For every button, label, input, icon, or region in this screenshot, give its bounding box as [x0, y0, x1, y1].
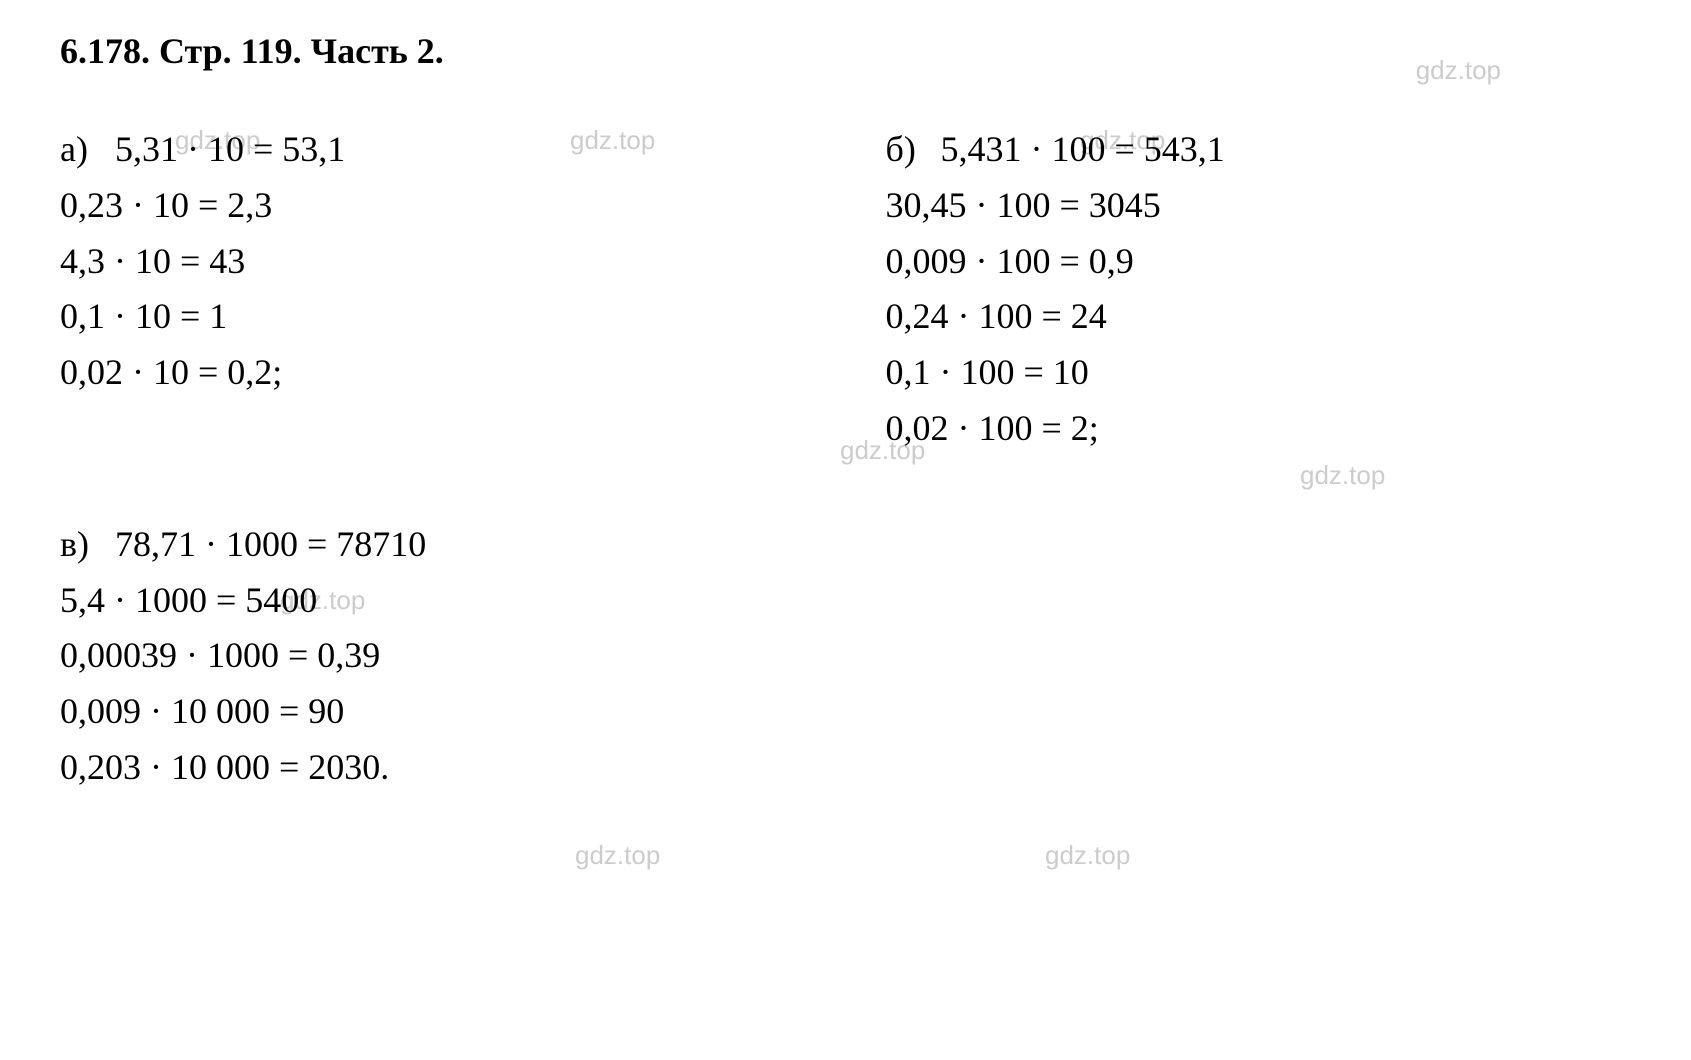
- equation-line: б)5,431 · 100 = 543,1: [886, 122, 1632, 178]
- equation-line: 0,23 · 10 = 2,3: [60, 178, 806, 234]
- column-b: б)5,431 · 100 = 543,1 30,45 · 100 = 3045…: [886, 122, 1632, 457]
- equation-text: 0,24 · 100 = 24: [886, 296, 1107, 336]
- equation-line: 0,24 · 100 = 24: [886, 289, 1632, 345]
- header-row: 6.178. Стр. 119. Часть 2.: [60, 30, 1631, 72]
- equation-line: 0,02 · 10 = 0,2;: [60, 345, 806, 401]
- equation-line: 0,203 · 10 000 = 2030.: [60, 740, 1631, 796]
- equation-line: 30,45 · 100 = 3045: [886, 178, 1632, 234]
- columns-ab: а)5,31 · 10 = 53,1 0,23 · 10 = 2,3 4,3 ·…: [60, 122, 1631, 457]
- equation-line: 5,4 · 1000 = 5400: [60, 573, 1631, 629]
- watermark-icon: gdz.top: [575, 840, 660, 871]
- equation-text: 5,4 · 1000 = 5400: [60, 580, 317, 620]
- equation-line: 0,02 · 100 = 2;: [886, 401, 1632, 457]
- equation-line: а)5,31 · 10 = 53,1: [60, 122, 806, 178]
- page-title: 6.178. Стр. 119. Часть 2.: [60, 30, 444, 72]
- watermark-icon: gdz.top: [1045, 840, 1130, 871]
- equation-text: 78,71 · 1000 = 78710: [115, 524, 426, 564]
- column-c: в)78,71 · 1000 = 78710 5,4 · 1000 = 5400…: [60, 517, 1631, 796]
- equation-text: 5,431 · 100 = 543,1: [941, 129, 1225, 169]
- column-a: а)5,31 · 10 = 53,1 0,23 · 10 = 2,3 4,3 ·…: [60, 122, 806, 457]
- equation-text: 0,1 · 100 = 10: [886, 352, 1089, 392]
- equation-line: в)78,71 · 1000 = 78710: [60, 517, 1631, 573]
- equation-text: 0,1 · 10 = 1: [60, 296, 227, 336]
- section-label-c: в): [60, 517, 115, 573]
- section-label-a: а): [60, 122, 115, 178]
- section-label-b: б): [886, 122, 941, 178]
- equation-text: 0,02 · 100 = 2;: [886, 408, 1099, 448]
- equation-text: 5,31 · 10 = 53,1: [115, 129, 345, 169]
- equation-line: 0,009 · 100 = 0,9: [886, 234, 1632, 290]
- equation-text: 4,3 · 10 = 43: [60, 241, 245, 281]
- equation-text: 0,23 · 10 = 2,3: [60, 185, 272, 225]
- equation-line: 4,3 · 10 = 43: [60, 234, 806, 290]
- equation-line: 0,00039 · 1000 = 0,39: [60, 628, 1631, 684]
- equation-line: 0,1 · 100 = 10: [886, 345, 1632, 401]
- page-container: 6.178. Стр. 119. Часть 2. gdz.top gdz.to…: [60, 30, 1631, 796]
- equation-line: 0,1 · 10 = 1: [60, 289, 806, 345]
- equation-text: 0,00039 · 1000 = 0,39: [60, 635, 380, 675]
- equation-text: 0,009 · 100 = 0,9: [886, 241, 1134, 281]
- watermark-icon: gdz.top: [1300, 460, 1385, 491]
- equation-text: 0,203 · 10 000 = 2030.: [60, 747, 389, 787]
- equation-text: 0,009 · 10 000 = 90: [60, 691, 344, 731]
- equation-line: 0,009 · 10 000 = 90: [60, 684, 1631, 740]
- equation-text: 30,45 · 100 = 3045: [886, 185, 1161, 225]
- equation-text: 0,02 · 10 = 0,2;: [60, 352, 282, 392]
